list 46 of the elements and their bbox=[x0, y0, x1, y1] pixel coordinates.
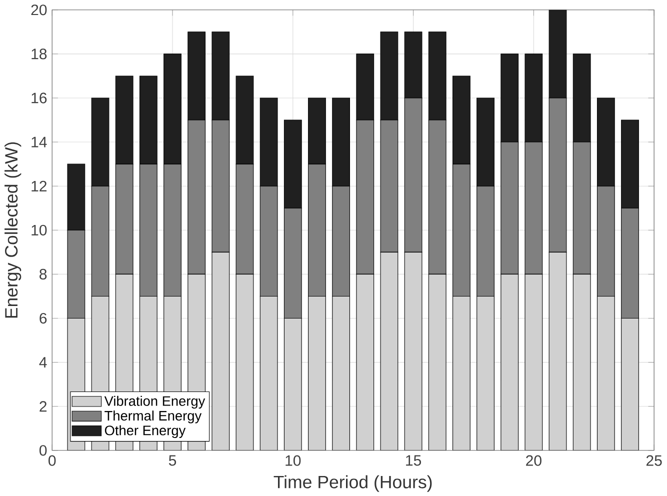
x-tick-label: 15 bbox=[406, 455, 422, 466]
x-tick-label: 25 bbox=[646, 455, 662, 466]
legend-label: Thermal Energy bbox=[104, 410, 202, 424]
bar bbox=[621, 120, 639, 208]
legend-label: Other Energy bbox=[104, 425, 186, 438]
x-tick-label: 0 bbox=[48, 455, 56, 466]
y-tick-label: 10 bbox=[32, 224, 47, 236]
y-tick-label: 18 bbox=[32, 48, 47, 60]
x-axis-title: Time Period (Hours) bbox=[274, 475, 432, 492]
y-tick-label: 16 bbox=[32, 92, 47, 104]
bar bbox=[115, 75, 134, 164]
x-tick-label: 10 bbox=[286, 455, 301, 466]
bar bbox=[308, 98, 326, 164]
legend-label: Vibration Energy bbox=[104, 396, 206, 408]
y-tick-label: 14 bbox=[32, 136, 47, 148]
bar bbox=[164, 53, 182, 164]
bar bbox=[332, 98, 350, 186]
bar bbox=[380, 31, 398, 120]
y-tick-label: 0 bbox=[39, 444, 47, 456]
y-tick-label: 4 bbox=[39, 356, 47, 368]
bar bbox=[284, 120, 302, 208]
bar bbox=[500, 53, 519, 142]
bar bbox=[236, 75, 254, 164]
bar bbox=[188, 31, 206, 120]
bar bbox=[260, 98, 278, 186]
bar bbox=[428, 31, 446, 120]
bar bbox=[91, 98, 110, 186]
bar bbox=[524, 53, 543, 142]
bar bbox=[139, 75, 158, 164]
y-tick-label: 8 bbox=[40, 268, 47, 280]
bar bbox=[356, 53, 374, 120]
y-axis-title: Energy Collected (kW) bbox=[4, 142, 22, 318]
bar bbox=[67, 164, 86, 230]
y-tick-label: 12 bbox=[32, 180, 47, 192]
x-tick-label: 5 bbox=[168, 455, 176, 466]
bar bbox=[596, 98, 615, 186]
y-tick-label: 2 bbox=[40, 400, 47, 412]
bar bbox=[404, 31, 422, 98]
bar bbox=[476, 98, 494, 186]
bar bbox=[452, 75, 470, 164]
bar bbox=[212, 31, 230, 120]
x-tick-label: 20 bbox=[526, 455, 542, 466]
y-tick-label: 6 bbox=[40, 312, 47, 324]
bar bbox=[548, 10, 567, 98]
bar bbox=[572, 53, 591, 142]
y-tick-label: 20 bbox=[31, 4, 47, 16]
